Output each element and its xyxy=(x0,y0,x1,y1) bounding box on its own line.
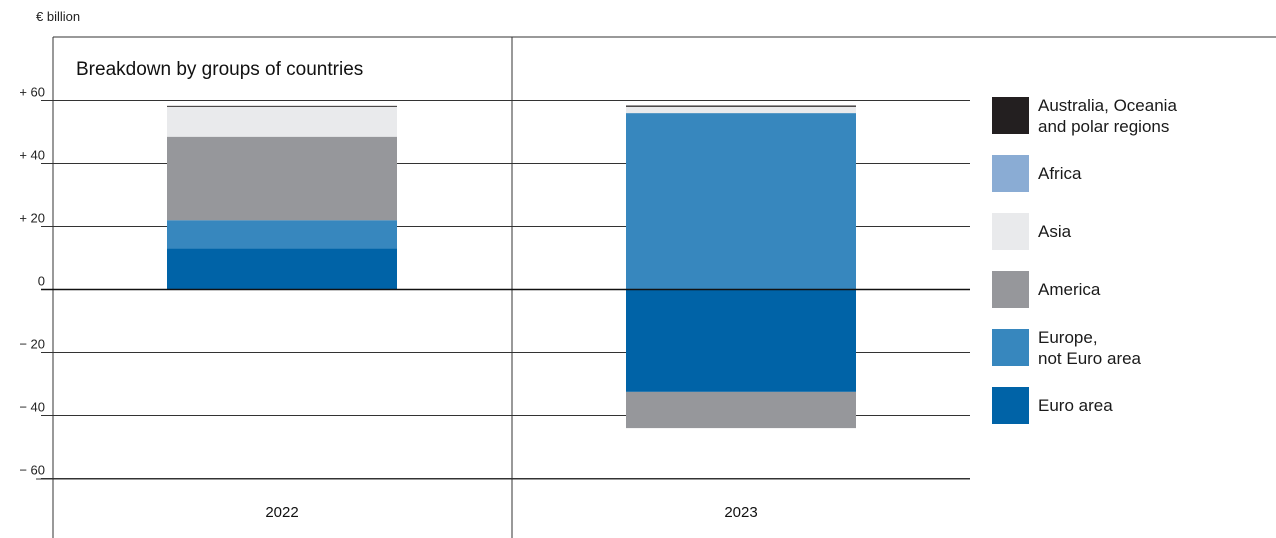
legend-swatch xyxy=(992,155,1029,192)
x-category-label: 2022 xyxy=(265,504,298,521)
legend-label: Asia xyxy=(1038,222,1072,241)
bar-segment xyxy=(626,113,856,290)
y-tick-label: − 40 xyxy=(19,400,45,415)
legend-item: Australia, Oceania and polar regions xyxy=(992,96,1177,137)
legend-item: Africa xyxy=(992,155,1081,192)
legend-item: Euro area xyxy=(992,387,1113,424)
legend-label: Europe, not Euro area xyxy=(1038,328,1142,368)
bar-segment xyxy=(626,105,856,107)
legend-item: America xyxy=(992,271,1100,308)
legend-swatch xyxy=(992,213,1029,250)
legend-swatch xyxy=(992,329,1029,366)
x-category-label: 2023 xyxy=(724,504,757,521)
legend: Australia, Oceania and polar regions Afri… xyxy=(992,0,1276,538)
bar-segment xyxy=(167,220,397,249)
legend-label: Euro area xyxy=(1038,396,1113,415)
bar-segment xyxy=(626,106,856,114)
bar-segment xyxy=(626,391,856,429)
bar-segment xyxy=(626,289,856,392)
bar-segment xyxy=(167,106,397,137)
legend-label: America xyxy=(1038,280,1101,299)
legend-swatch xyxy=(992,271,1029,308)
y-tick-label: − 20 xyxy=(19,337,45,352)
bar-segment xyxy=(167,136,397,221)
bar-segment xyxy=(167,105,397,107)
legend-label: Africa xyxy=(1038,164,1082,183)
chart-title: Breakdown by groups of countries xyxy=(76,59,364,80)
y-tick-label: 0 xyxy=(38,274,45,289)
legend-item: Asia xyxy=(992,213,1071,250)
y-tick-label: + 40 xyxy=(19,148,45,163)
legend-swatch xyxy=(992,387,1029,424)
legend-item: Europe, not Euro area xyxy=(992,328,1142,369)
y-tick-label: + 20 xyxy=(19,211,45,226)
y-tick-label: − 60 xyxy=(19,463,45,478)
legend-swatch xyxy=(992,97,1029,134)
y-tick-label: + 60 xyxy=(19,85,45,100)
unit-label: € billion xyxy=(36,9,81,24)
bar-segment xyxy=(167,248,397,290)
legend-label: Australia, Oceania and polar regions xyxy=(1038,96,1177,136)
